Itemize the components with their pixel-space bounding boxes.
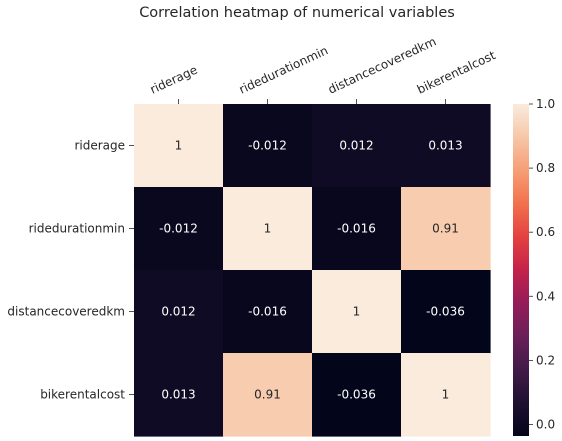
heatmap-cell-labels: 1 -0.012 0.012 0.013 -0.012 1 -0.016 0.91 0.012 -…	[159, 139, 465, 402]
cell-value-label: -0.012	[159, 222, 198, 236]
heatmap-cell	[312, 104, 402, 188]
cell-value-label: 0.91	[432, 222, 459, 236]
heatmap-cell	[134, 270, 224, 354]
cell-value-label: -0.012	[248, 139, 287, 153]
colorbar-tick-label: 0.6	[536, 225, 555, 239]
cell-value-label: -0.036	[426, 305, 465, 319]
y-axis: riderage ridedurationmin distancecoveredkm…	[7, 139, 134, 402]
heatmap-cells	[134, 104, 491, 437]
heatmap-cell	[134, 104, 224, 188]
cell-value-label: 0.91	[254, 388, 281, 402]
cell-value-label: 1	[175, 139, 183, 153]
chart-title: Correlation heatmap of numerical variabl…	[139, 5, 455, 21]
cell-value-label: 0.013	[161, 388, 195, 402]
x-axis: riderage ridedurationmindistancecoveredkm…	[148, 34, 498, 104]
heatmap-cell	[312, 270, 402, 354]
y-tick-label: ridedurationmin	[29, 222, 125, 236]
cell-value-label: 0.012	[161, 305, 195, 319]
cell-value-label: 0.012	[339, 139, 373, 153]
colorbar-tick-label: 0.2	[536, 353, 555, 367]
x-tick-label: ridedurationmin	[237, 43, 330, 96]
heatmap-cell	[223, 104, 313, 188]
cell-value-label: -0.016	[248, 305, 287, 319]
heatmap-cell	[223, 270, 313, 354]
colorbar: 0.0 0.2 0.4 0.6 0.8 1.0	[513, 97, 555, 436]
colorbar-tick-label: 0.4	[536, 289, 555, 303]
heatmap-cell	[401, 270, 491, 354]
heatmap-cell	[134, 187, 224, 271]
colorbar-tick-label: 0.0	[536, 417, 555, 431]
heatmap-cell	[401, 104, 491, 188]
y-tick-label: bikerentalcost	[40, 388, 125, 402]
cell-value-label: -0.016	[337, 222, 376, 236]
heatmap-cell	[401, 187, 491, 271]
cell-value-label: -0.036	[337, 388, 376, 402]
x-tick-label: riderage	[148, 63, 200, 97]
heatmap-cell	[134, 353, 224, 437]
cell-value-label: 0.013	[428, 139, 462, 153]
x-tick-label: bikerentalcost	[415, 48, 498, 97]
heatmap-cell	[223, 187, 313, 271]
y-tick-label: distancecoveredkm	[7, 305, 125, 319]
heatmap-cell	[312, 353, 402, 437]
colorbar-gradient	[513, 104, 529, 436]
cell-value-label: 1	[442, 388, 450, 402]
cell-value-label: 1	[353, 305, 361, 319]
heatmap-cell	[312, 187, 402, 271]
heatmap-cell	[401, 353, 491, 437]
y-tick-label: riderage	[74, 139, 125, 153]
heatmap-cell	[223, 353, 313, 437]
colorbar-tick-label: 1.0	[536, 97, 555, 111]
cell-value-label: 1	[264, 222, 272, 236]
colorbar-tick-label: 0.8	[536, 161, 555, 175]
